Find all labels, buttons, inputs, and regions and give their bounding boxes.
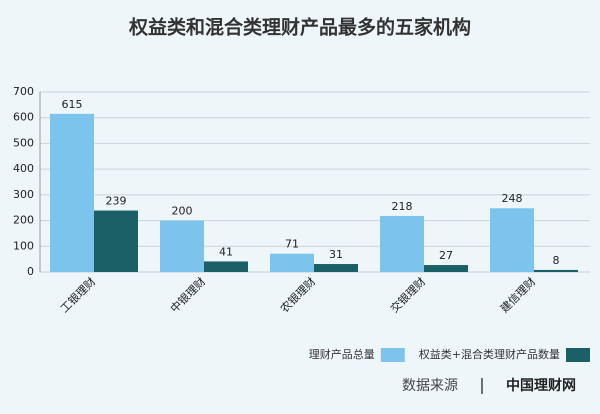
- legend-swatch: [566, 348, 590, 362]
- bar: [94, 210, 138, 272]
- value-label: 615: [62, 98, 83, 111]
- bar: [534, 269, 578, 272]
- bar: [204, 261, 248, 272]
- value-label: 27: [439, 249, 453, 262]
- source: 中国理财网: [506, 377, 576, 394]
- value-label: 239: [106, 195, 127, 208]
- y-tick-label: 600: [13, 111, 34, 124]
- y-tick-label: 400: [13, 162, 34, 175]
- value-label: 71: [285, 238, 299, 251]
- bar: [314, 264, 358, 272]
- y-tick-label: 0: [27, 265, 34, 278]
- value-label: 218: [392, 200, 413, 213]
- y-tick-label: 300: [13, 188, 34, 201]
- legend-label: 理财产品总量: [309, 347, 375, 361]
- bar: [490, 208, 534, 272]
- bar: [424, 265, 468, 272]
- value-label: 8: [553, 254, 560, 267]
- y-tick-label: 500: [13, 136, 34, 149]
- y-tick-label: 200: [13, 214, 34, 227]
- bar: [160, 220, 204, 272]
- value-label: 31: [329, 248, 343, 261]
- chart-title: 权益类和混合类理财产品最多的五家机构: [128, 16, 471, 39]
- legend-swatch: [380, 348, 405, 362]
- value-label: 200: [172, 205, 193, 218]
- source-label: 数据来源: [402, 378, 458, 394]
- bar: [380, 215, 424, 272]
- bar: [270, 253, 314, 272]
- legend-label: 权益类+混合类理财产品数量: [419, 347, 560, 361]
- y-tick-label: 100: [13, 239, 34, 252]
- value-label: 41: [219, 245, 233, 258]
- value-label: 248: [502, 192, 523, 205]
- bar: [50, 113, 94, 272]
- y-tick-label: 700: [13, 85, 34, 98]
